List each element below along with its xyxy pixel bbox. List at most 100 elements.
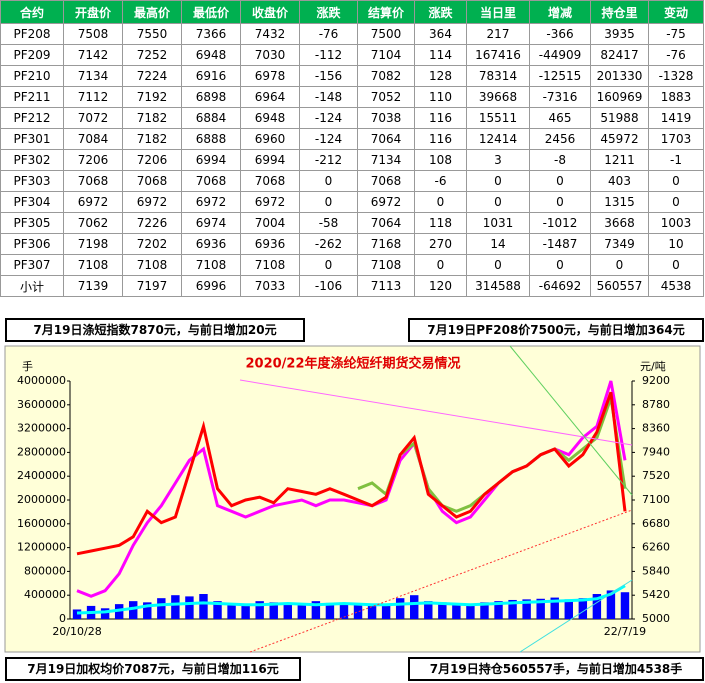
y2-tick-label: 7100 [642,493,670,506]
bar [269,602,278,619]
table-cell: 0 [648,254,704,276]
header-cell: 合约 [0,0,64,24]
y2-tick-label: 6680 [642,517,670,530]
table-cell: 116 [414,107,467,129]
bar [72,609,82,619]
table-cell: 560557 [590,275,649,297]
bar [494,601,503,619]
y2-tick-label: 8360 [642,422,670,435]
trend-line [239,379,633,446]
x-tick-label: 22/7/19 [604,625,646,638]
table-cell: 1315 [590,191,649,213]
bar [480,602,489,619]
table-cell: 7068 [240,170,300,192]
table-cell: 7206 [63,149,123,171]
bar [381,603,391,619]
table-cell: -76 [648,44,704,66]
table-row: PF208 7508 7550 7366 7432 -76 7500 364 217 -366 39… [0,23,704,45]
table-cell: -75 [648,23,704,45]
table-cell: PF307 [0,254,64,276]
note: 7月19日持仓560557手，与前日增加4538手 [408,657,704,681]
y-tick-label: 3600000 [17,398,66,411]
bar [438,602,447,619]
table-cell: 314588 [466,275,530,297]
table-cell: 10 [648,233,704,255]
bar [522,599,531,619]
table-cell: 7202 [122,233,182,255]
table-cell: 51988 [590,107,649,129]
table-cell: -64692 [529,275,591,297]
bar [536,598,545,619]
table-cell: 7072 [63,107,123,129]
bar [227,603,236,619]
table-cell: 39668 [466,86,530,108]
line-series [76,391,627,556]
note: 7月19日加权均价7087元，与前日增加116元 [5,657,301,681]
bar [157,598,166,619]
bar [171,595,180,619]
header-cell: 结算价 [357,0,415,24]
trend-line [519,579,633,653]
bar [550,597,559,619]
table-cell: -76 [299,23,358,45]
y-tick-label: 0 [59,612,66,625]
bar [129,601,138,619]
table-cell: 6916 [181,65,241,87]
bar [185,596,194,619]
bar [100,608,110,619]
y-tick-label: 3200000 [17,422,66,435]
table-cell: 6960 [240,128,300,150]
header-row: 合约 开盘价 最高价 最低价 收盘价 涨跌 结算价 涨跌 当日里 增减 持仓里 变动 [0,0,704,24]
bar [255,601,264,619]
y-tick-label: 4000000 [17,374,66,387]
table-cell: 7064 [357,212,415,234]
y2-label: 元/吨 [640,360,666,373]
y-tick-label: 1600000 [17,517,66,530]
y2-tick-label: 7940 [642,445,670,458]
table-row: PF211 7112 7192 6898 6964 -148 7052 110 39668 -73… [0,86,704,108]
table-cell: 2456 [529,128,591,150]
table-cell: 7432 [240,23,300,45]
bar [395,598,405,619]
table-cell: 7108 [122,254,182,276]
bar [452,603,461,619]
table-cell: 6936 [181,233,241,255]
table-cell: 7500 [357,23,415,45]
table-cell: 7113 [357,275,415,297]
table-cell: 1003 [648,212,704,234]
bar [620,592,630,619]
table-cell: -106 [299,275,358,297]
y2-tick-label: 7520 [642,469,670,482]
header-cell: 持仓里 [590,0,649,24]
note: 7月19日涤短指数7870元，与前日增加20元 [5,318,305,342]
bar [466,604,475,619]
y-tick-label: 1200000 [17,541,66,554]
table-cell: 7108 [63,254,123,276]
table-row: PF305 7062 7226 6974 7004 -58 7064 118 1031 -1012… [0,212,704,234]
table-cell: 45972 [590,128,649,150]
y2-tick-label: 6260 [642,541,670,554]
table-cell: 116 [414,128,467,150]
table-cell: 7182 [122,107,182,129]
header-cell: 增减 [529,0,591,24]
table-cell: PF304 [0,191,64,213]
bar [578,598,588,619]
y2-tick-label: 9200 [642,374,670,387]
y-tick-label: 2800000 [17,445,66,458]
table-cell: 1703 [648,128,704,150]
table-cell: 114 [414,44,467,66]
bar [508,599,517,619]
table-cell: 7084 [63,128,123,150]
table-cell: 6948 [181,44,241,66]
table-cell: PF212 [0,107,64,129]
bar [241,604,250,619]
y2-tick-label: 5000 [642,612,670,625]
table-cell: 120 [414,275,467,297]
bar [410,595,419,619]
table-cell: 6898 [181,86,241,108]
table-row: 小计 7139 7197 6996 7033 -106 7113 120 314588 -6469… [0,275,704,297]
table-cell: 7349 [590,233,649,255]
table-cell: 7366 [181,23,241,45]
